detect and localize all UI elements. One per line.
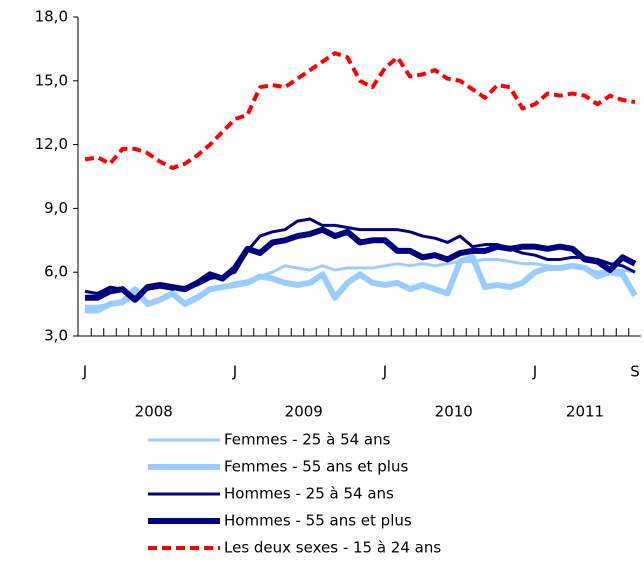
legend-label: Hommes - 25 à 54 ans <box>224 485 394 503</box>
x-tick-label: J <box>82 363 87 381</box>
legend-label: Les deux sexes - 15 à 24 ans <box>224 539 441 557</box>
y-tick-label: 15,0 <box>35 71 68 89</box>
year-label: 2008 <box>135 403 173 421</box>
y-tick-label: 12,0 <box>35 135 68 153</box>
series-line <box>85 254 638 314</box>
x-tick-label: J <box>382 363 387 381</box>
x-tick-label: S <box>630 363 640 381</box>
year-label: 2011 <box>566 403 604 421</box>
x-tick-label: J <box>532 363 537 381</box>
y-tick-label: 9,0 <box>44 199 68 217</box>
year-label: 2009 <box>285 403 323 421</box>
series-line <box>85 226 637 303</box>
y-tick-label: 6,0 <box>44 263 68 281</box>
y-tick-label: 3,0 <box>44 327 68 345</box>
x-tick-label: J <box>232 363 237 381</box>
legend-label: Hommes - 55 ans et plus <box>224 512 412 530</box>
year-label: 2010 <box>435 403 473 421</box>
legend-label: Femmes - 55 ans et plus <box>224 458 408 476</box>
legend-label: Femmes - 25 à 54 ans <box>224 431 391 449</box>
series-line <box>84 51 636 170</box>
y-tick-label: 18,0 <box>35 8 68 26</box>
